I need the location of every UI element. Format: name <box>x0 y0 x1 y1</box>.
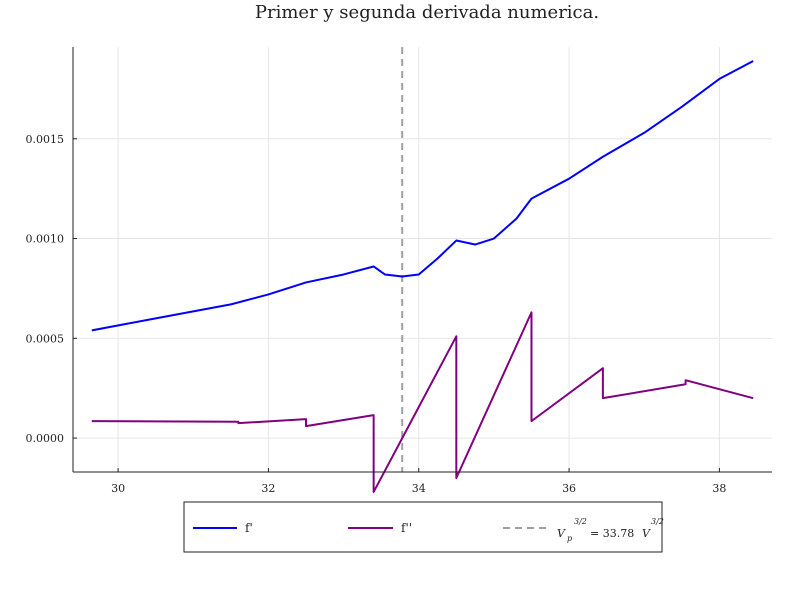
legend-vline-value: = 33.78 <box>590 527 634 540</box>
legend-label-f-prime: f' <box>245 521 253 535</box>
legend-vline-unit-exp: 3/2 <box>651 517 664 526</box>
x-tick-label: 34 <box>412 482 426 495</box>
legend-label-f-double-prime: f'' <box>401 521 412 535</box>
legend-label-vline: V p 3/2 = 33.78 V 3/2 <box>557 517 664 543</box>
legend: f' f'' V p 3/2 = 33.78 V 3/2 <box>183 501 664 553</box>
y-tick-label: 0.0015 <box>26 133 65 146</box>
y-tick-label: 0.0000 <box>26 432 65 445</box>
legend-vline-sub: p <box>567 534 572 543</box>
y-tick-label: 0.0010 <box>26 233 65 246</box>
legend-vline-unit: V <box>642 527 651 540</box>
x-tick-labels: 30 32 34 36 38 <box>111 468 726 495</box>
chart-title: Primer y segunda derivada numerica. <box>255 2 599 23</box>
series-line-f-double-prime <box>91 311 754 493</box>
x-tick-label: 36 <box>562 482 576 495</box>
x-tick-label: 38 <box>712 482 726 495</box>
legend-box <box>183 501 663 553</box>
legend-vline-exp: 3/2 <box>574 517 587 526</box>
x-tick-label: 32 <box>261 482 275 495</box>
legend-vline-v: V <box>557 527 566 540</box>
y-tick-label: 0.0005 <box>26 332 65 345</box>
grid-lines <box>73 47 772 472</box>
x-tick-label: 30 <box>111 482 125 495</box>
series-line-f-prime <box>91 60 754 332</box>
series-lines <box>91 60 754 493</box>
y-tick-labels: 0.0000 0.0005 0.0010 0.0015 <box>26 133 77 445</box>
